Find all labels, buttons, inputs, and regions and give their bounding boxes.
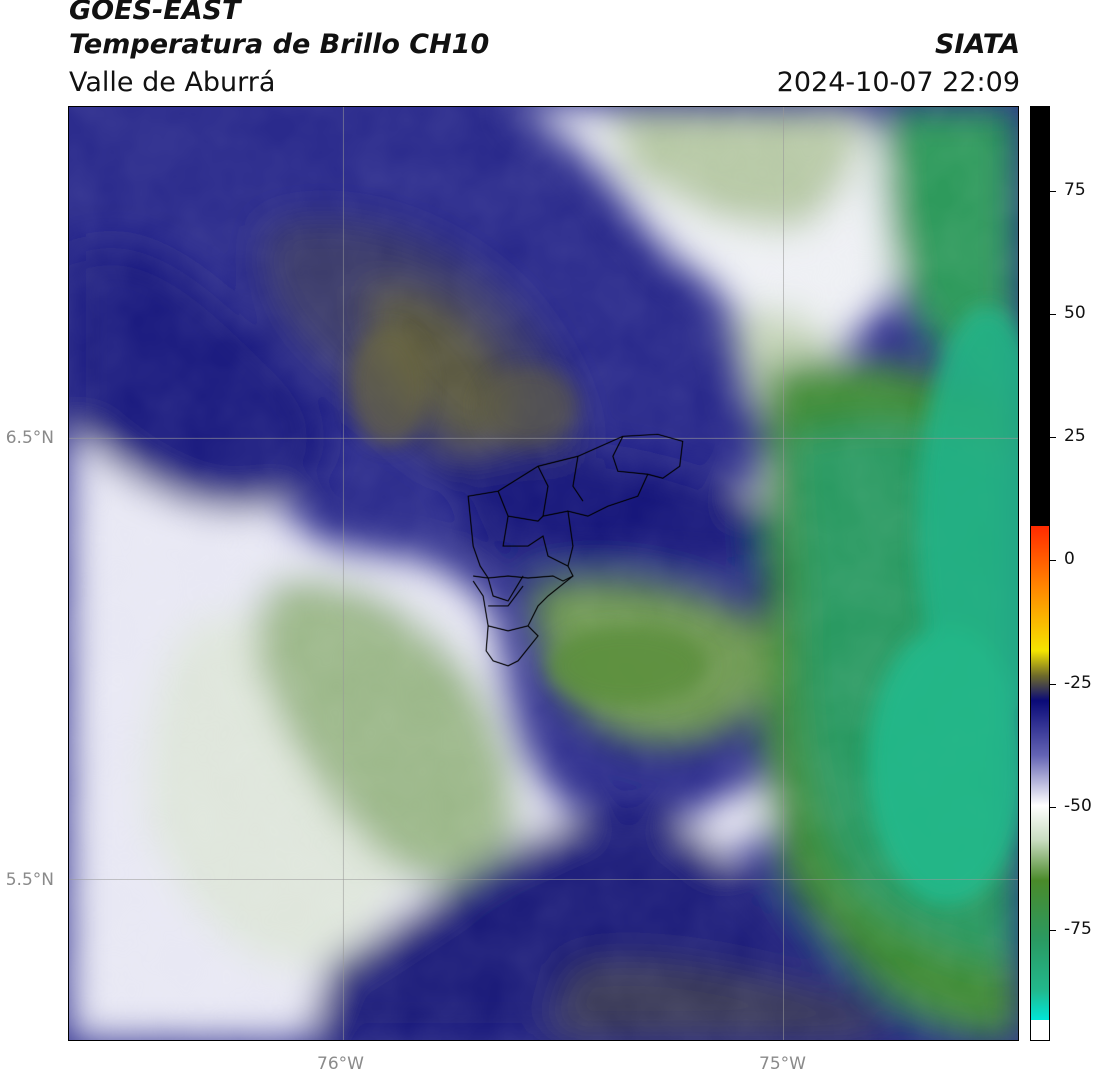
title-org: SIATA bbox=[934, 29, 1020, 60]
colorbar-tick bbox=[1050, 437, 1056, 438]
lon-label-76w: 76°W bbox=[317, 1054, 364, 1074]
map-panel bbox=[68, 106, 1019, 1041]
colorbar-label-minus50: -50 bbox=[1064, 796, 1092, 816]
colorbar-label-25: 25 bbox=[1064, 426, 1086, 446]
title-product: Temperatura de Brillo CH10 bbox=[69, 29, 490, 60]
colorbar-label-75: 75 bbox=[1064, 180, 1086, 200]
municipal-boundaries bbox=[467, 433, 684, 667]
colorbar-tick bbox=[1050, 807, 1056, 808]
colorbar-tick bbox=[1050, 191, 1056, 192]
title-datetime: 2024-10-07 22:09 bbox=[776, 67, 1020, 98]
colorbar-label-0: 0 bbox=[1064, 549, 1075, 569]
colorbar bbox=[1030, 106, 1050, 1041]
colorbar-label-50: 50 bbox=[1064, 303, 1086, 323]
colorbar-label-minus25: -25 bbox=[1064, 673, 1092, 693]
colorbar-tick bbox=[1050, 560, 1056, 561]
title-satellite: GOES-EAST bbox=[69, 0, 241, 26]
colorbar-tick bbox=[1050, 314, 1056, 315]
colorbar-tick bbox=[1050, 930, 1056, 931]
lat-label-65n: 6.5°N bbox=[5, 428, 54, 448]
colorbar-tick bbox=[1050, 684, 1056, 685]
title-region: Valle de Aburrá bbox=[69, 67, 276, 98]
lon-label-75w: 75°W bbox=[759, 1054, 806, 1074]
colorbar-label-minus75: -75 bbox=[1064, 919, 1092, 939]
temperature-map bbox=[69, 107, 1018, 1040]
lat-label-55n: 5.5°N bbox=[5, 870, 54, 890]
